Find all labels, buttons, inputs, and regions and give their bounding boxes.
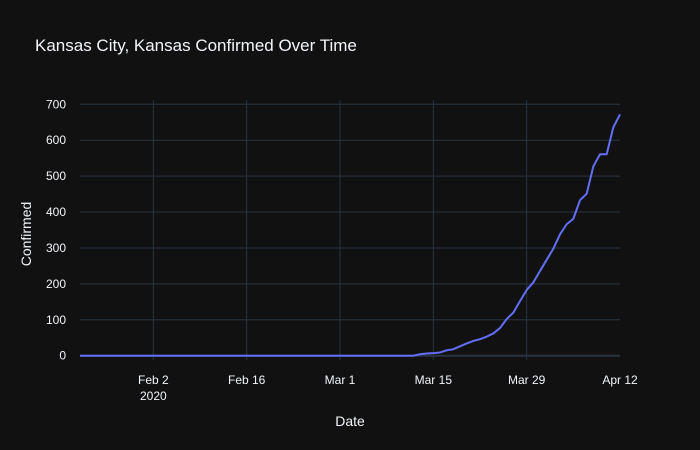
y-tick-label: 500: [46, 169, 66, 183]
x-tick-label: Mar 15: [415, 373, 453, 387]
y-tick-label: 300: [46, 241, 66, 255]
confirmed-series-line: [80, 113, 621, 357]
y-tick-label: 400: [46, 205, 66, 219]
y-axis-title: Confirmed: [18, 202, 34, 267]
chart-title: Kansas City, Kansas Confirmed Over Time: [35, 36, 357, 55]
x-tick-label: Mar 29: [508, 373, 546, 387]
x-axis-title: Date: [335, 413, 365, 429]
y-tick-label: 600: [46, 133, 66, 147]
y-axis: 0 100 200 300 400 500 600 700: [46, 97, 66, 362]
y-tick-label: 200: [46, 277, 66, 291]
x-tick-label: Feb 2: [138, 373, 169, 387]
y-tick-label: 100: [46, 313, 66, 327]
x-tick-label: Mar 1: [325, 373, 356, 387]
grid: [80, 100, 620, 360]
y-tick-label: 700: [46, 97, 66, 111]
x-tick-label: Feb 16: [228, 373, 266, 387]
x-tick-sublabel: 2020: [140, 389, 167, 403]
x-tick-label: Apr 12: [602, 373, 638, 387]
y-tick-label: 0: [59, 349, 66, 363]
x-axis: Feb 2 2020 Feb 16 Mar 1 Mar 15 Mar 29 Apr 12: [138, 373, 638, 403]
